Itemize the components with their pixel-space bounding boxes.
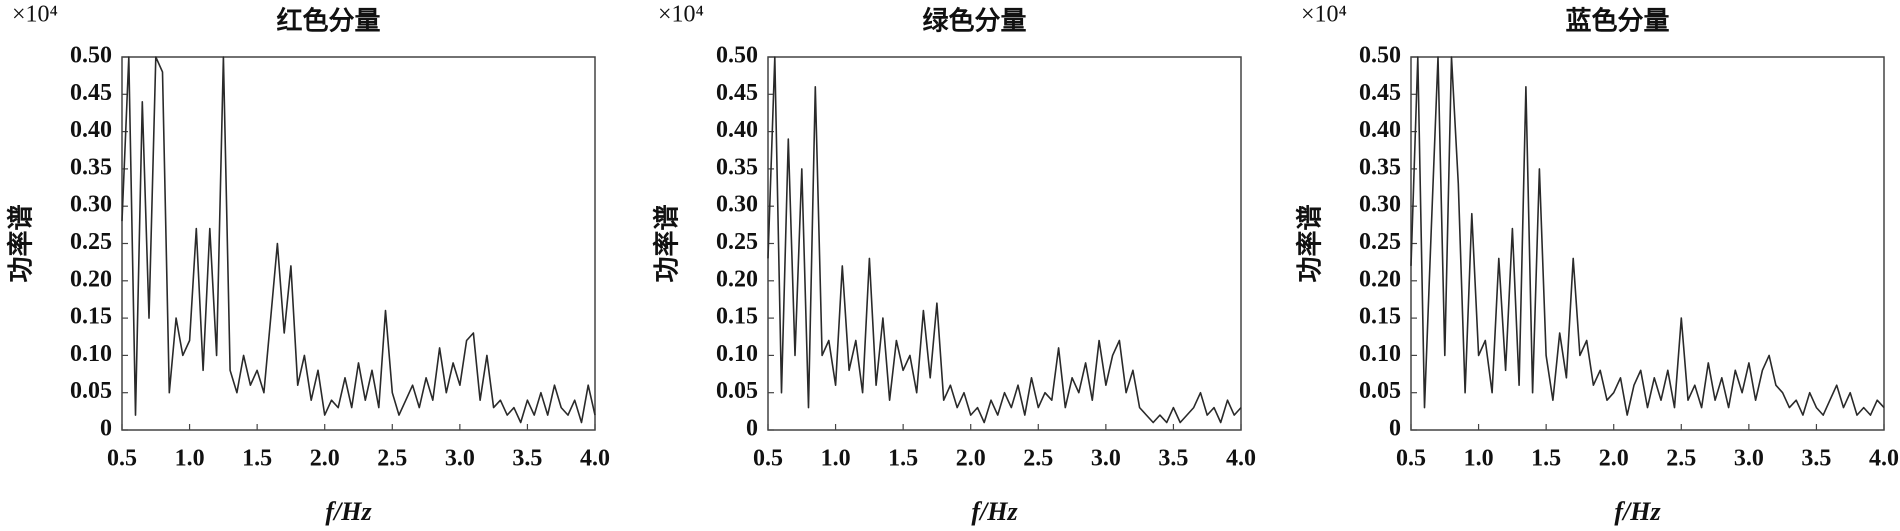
x-tick-label: 1.0 (821, 446, 851, 472)
x-tick-label: 2.0 (956, 446, 986, 472)
x-axis-label: f/Hz (971, 497, 1018, 526)
y-tick-label: 0.35 (70, 154, 112, 180)
y-tick-label: 0 (100, 416, 112, 442)
y-tick-label: 0.20 (1359, 266, 1401, 292)
plot-frame (121, 56, 596, 431)
plot-frame (767, 56, 1242, 431)
y-multiplier: ×10⁴ (658, 2, 704, 28)
x-tick-label: 2.5 (1023, 446, 1053, 472)
spectrum-line (1410, 56, 1885, 416)
x-tick-label: 2.5 (377, 446, 407, 472)
x-tick-label: 3.5 (512, 446, 542, 472)
y-tick-label: 0.30 (70, 192, 112, 218)
spectrum-line (767, 56, 1242, 424)
y-tick-label: 0.30 (716, 192, 758, 218)
y-tick-label: 0.45 (70, 80, 112, 106)
y-tick-label: 0.10 (716, 341, 758, 367)
y-axis-label: 功率谱 (6, 204, 37, 282)
x-tick-label: 0.5 (753, 446, 783, 472)
x-tick-label: 1.0 (1464, 446, 1494, 472)
y-tick-label: 0 (746, 416, 758, 442)
y-tick-label: 0.40 (1359, 117, 1401, 143)
y-tick-label: 0.15 (1359, 304, 1401, 330)
x-tick-label: 4.0 (1869, 446, 1899, 472)
y-multiplier: ×10⁴ (1301, 2, 1347, 28)
x-tick-label: 0.5 (1396, 446, 1426, 472)
y-tick-label: 0.05 (716, 378, 758, 404)
y-tick-label: 0.50 (70, 43, 112, 69)
y-tick-label: 0.20 (716, 266, 758, 292)
x-tick-label: 3.5 (1158, 446, 1188, 472)
x-axis-label: f/Hz (1614, 497, 1661, 526)
x-tick-label: 3.0 (445, 446, 475, 472)
y-tick-label: 0.25 (1359, 229, 1401, 255)
x-axis-label: f/Hz (325, 497, 372, 526)
x-tick-label: 1.5 (888, 446, 918, 472)
x-tick-label: 3.0 (1091, 446, 1121, 472)
x-tick-label: 1.5 (242, 446, 272, 472)
chart-title: 绿色分量 (922, 6, 1026, 37)
y-tick-label: 0.30 (1359, 192, 1401, 218)
y-tick-label: 0.45 (716, 80, 758, 106)
y-tick-label: 0.05 (1359, 378, 1401, 404)
x-tick-label: 4.0 (1226, 446, 1256, 472)
chart-title: 红色分量 (276, 6, 380, 37)
x-tick-label: 1.0 (175, 446, 205, 472)
y-tick-label: 0.10 (1359, 341, 1401, 367)
chart-title: 蓝色分量 (1565, 6, 1669, 37)
y-tick-label: 0.40 (716, 117, 758, 143)
y-tick-label: 0.50 (716, 43, 758, 69)
x-tick-label: 2.0 (1599, 446, 1629, 472)
y-tick-label: 0.35 (716, 154, 758, 180)
y-tick-label: 0.45 (1359, 80, 1401, 106)
y-axis-label: 功率谱 (1295, 204, 1326, 282)
y-tick-label: 0.10 (70, 341, 112, 367)
x-tick-label: 1.5 (1531, 446, 1561, 472)
x-tick-label: 2.0 (310, 446, 340, 472)
x-tick-label: 3.0 (1734, 446, 1764, 472)
y-axis-label: 功率谱 (652, 204, 683, 282)
x-tick-label: 4.0 (580, 446, 610, 472)
y-tick-label: 0.25 (716, 229, 758, 255)
x-tick-label: 0.5 (107, 446, 137, 472)
y-tick-label: 0.40 (70, 117, 112, 143)
y-tick-label: 0 (1389, 416, 1401, 442)
x-tick-label: 2.5 (1666, 446, 1696, 472)
y-multiplier: ×10⁴ (12, 2, 58, 28)
y-tick-label: 0.15 (70, 304, 112, 330)
spectrum-line (121, 56, 596, 424)
y-tick-label: 0.20 (70, 266, 112, 292)
x-tick-label: 3.5 (1801, 446, 1831, 472)
y-tick-label: 0.35 (1359, 154, 1401, 180)
y-tick-label: 0.25 (70, 229, 112, 255)
plot-frame (1410, 56, 1885, 431)
y-tick-label: 0.50 (1359, 43, 1401, 69)
y-tick-label: 0.05 (70, 378, 112, 404)
y-tick-label: 0.15 (716, 304, 758, 330)
